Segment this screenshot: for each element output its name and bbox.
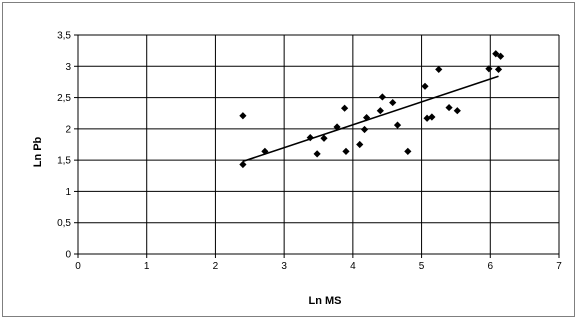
chart-frame [2,2,575,317]
trendline [242,75,499,163]
data-point [239,112,247,120]
x-axis-title: Ln MS [309,295,342,307]
y-tick-labels: 0 0,5 1 1,5 2 2,5 3 3,5 [57,31,71,261]
x-tick-label: 0 [75,261,81,272]
y-axis-title: Ln Pb [32,136,44,167]
data-point [313,150,321,158]
data-point [453,107,461,115]
trendline-group [242,75,499,163]
data-point [421,82,429,90]
data-point [378,93,387,101]
data-point [360,125,369,134]
y-tick-label: 0,5 [57,218,71,229]
data-point [492,50,500,58]
data-point [435,65,443,74]
data-point [376,107,384,115]
data-point [494,65,503,74]
y-tick-label: 3,5 [57,31,71,42]
data-point [261,147,269,155]
data-point [485,65,493,73]
data-point [320,134,328,142]
y-tick-label: 3 [65,62,71,73]
data-point [445,103,453,112]
data-points [239,50,505,169]
axes [74,34,560,258]
x-tick-label: 3 [281,261,287,272]
x-tick-label: 5 [419,261,425,272]
data-point [356,140,364,149]
x-tick-label: 2 [213,261,219,272]
x-tick-label: 7 [556,261,562,272]
y-tick-label: 1,5 [57,156,71,167]
y-tick-label: 2 [65,124,71,135]
data-point [306,134,314,142]
x-tick-label: 4 [350,261,356,272]
data-point [404,147,412,155]
y-tick-label: 0 [65,250,71,261]
data-point [393,121,402,129]
x-tick-label: 6 [488,261,494,272]
x-tick-labels: 0 1 2 3 4 5 6 7 [75,261,562,272]
data-point [363,113,371,122]
grid [78,34,560,254]
data-point [389,98,397,107]
x-tick-label: 1 [144,261,150,272]
y-tick-label: 2,5 [57,93,71,104]
data-point [341,104,349,112]
y-tick-label: 1 [65,187,71,198]
data-point [342,147,350,155]
data-point [496,52,505,60]
data-point [239,160,247,169]
data-point [333,123,341,131]
data-point [423,114,431,122]
data-point [428,113,436,121]
